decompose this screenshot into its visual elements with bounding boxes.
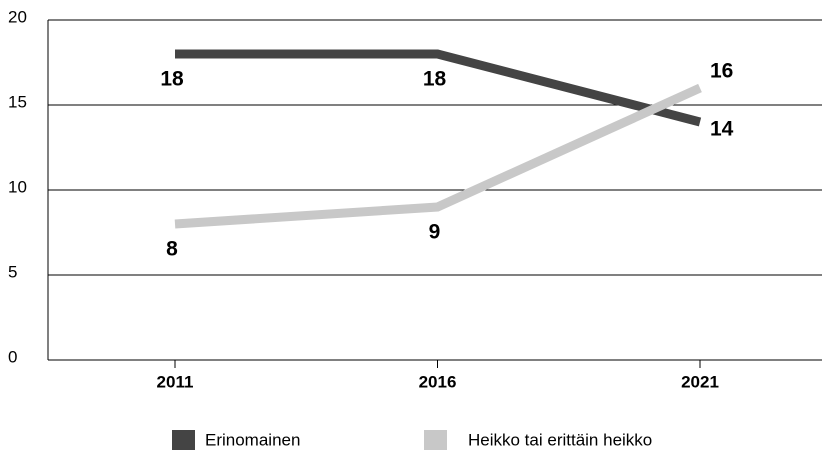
- y-tick-label: 5: [8, 262, 17, 281]
- x-tick-label: 2021: [681, 372, 719, 391]
- y-tick-label: 0: [8, 347, 17, 366]
- legend-label: Heikko tai erittäin heikko: [468, 430, 652, 449]
- series-line: [174, 83, 702, 229]
- legend-label: Erinomainen: [205, 430, 300, 449]
- data-label: 8: [166, 238, 178, 261]
- series-line: [175, 49, 702, 127]
- x-tick-label: 2011: [157, 372, 194, 391]
- data-label: 18: [160, 68, 184, 91]
- x-tick-label: 2016: [419, 372, 457, 391]
- y-tick-label: 20: [8, 7, 27, 26]
- data-label: 16: [710, 60, 733, 83]
- y-tick-label: 10: [8, 177, 27, 196]
- legend-swatch: [424, 430, 447, 450]
- data-label: 18: [423, 68, 447, 91]
- data-label: 14: [710, 118, 734, 141]
- legend-swatch: [172, 430, 195, 450]
- y-tick-label: 15: [8, 92, 27, 111]
- data-label: 9: [429, 221, 441, 244]
